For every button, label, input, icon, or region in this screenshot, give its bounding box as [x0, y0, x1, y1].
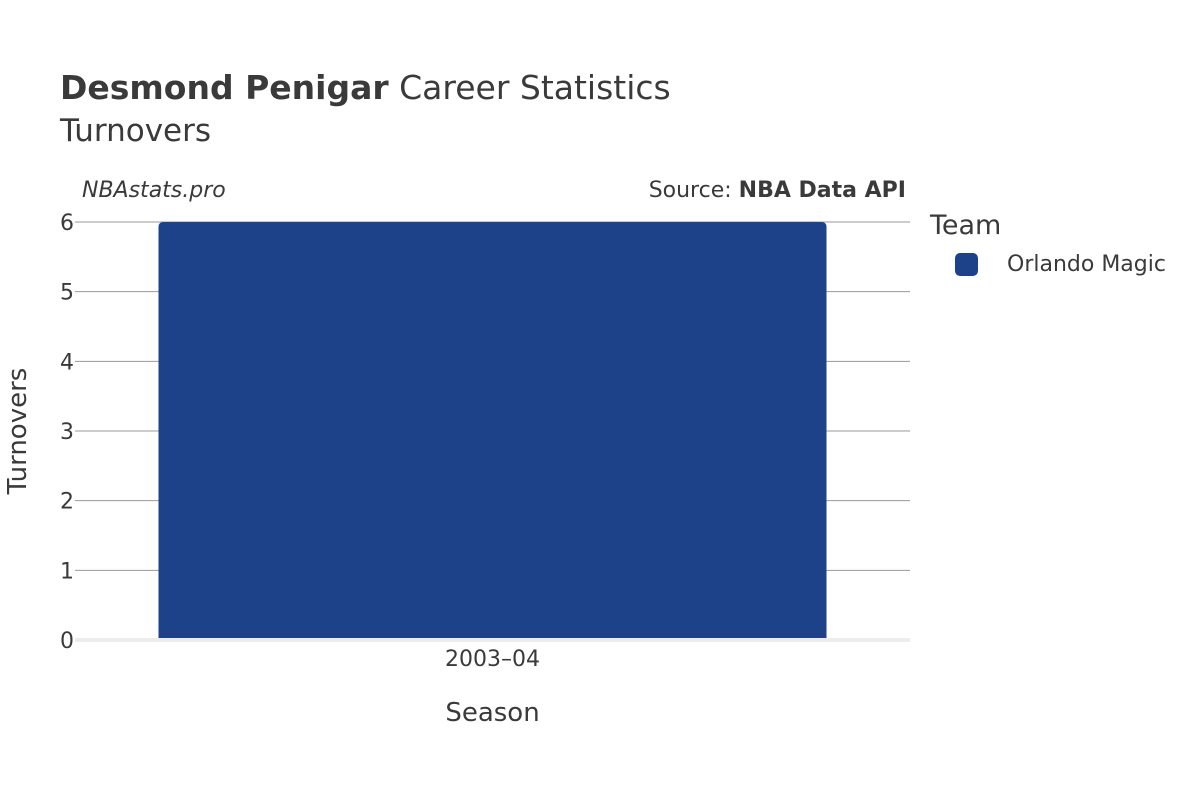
y-tick-label: 6	[60, 211, 74, 236]
chart-subtitle: Turnovers	[60, 113, 212, 149]
player-name: Desmond Penigar	[60, 68, 389, 107]
y-tick-label: 5	[60, 281, 74, 306]
legend-swatch	[955, 253, 978, 276]
title-suffix: Career Statistics	[388, 68, 671, 107]
y-tick-label: 3	[60, 420, 74, 445]
x-axis-title: Season	[445, 698, 539, 728]
legend-title: Team	[930, 210, 1002, 241]
y-tick-label: 1	[60, 559, 74, 584]
source-name: NBA Data API	[738, 178, 906, 203]
source-credit: Source: NBA Data API	[600, 178, 906, 203]
watermark: NBAstats.pro	[82, 178, 226, 203]
chart-title: Desmond Penigar Career Statistics	[60, 68, 671, 107]
axes: 0 1 2 3 4 5 6 2003–04	[60, 211, 910, 672]
y-tick-label: 2	[60, 490, 74, 515]
y-tick-label: 0	[60, 629, 74, 654]
legend-item-orlando-magic[interactable]: Orlando Magic	[955, 252, 1166, 277]
x-tick-label: 2003–04	[445, 647, 540, 672]
legend-label: Orlando Magic	[1007, 252, 1166, 277]
y-tick-label: 4	[60, 350, 74, 375]
y-axis-title: Turnovers	[3, 368, 33, 496]
source-prefix: Source:	[648, 178, 739, 203]
bars	[158, 222, 827, 640]
bar[interactable]	[158, 222, 827, 640]
